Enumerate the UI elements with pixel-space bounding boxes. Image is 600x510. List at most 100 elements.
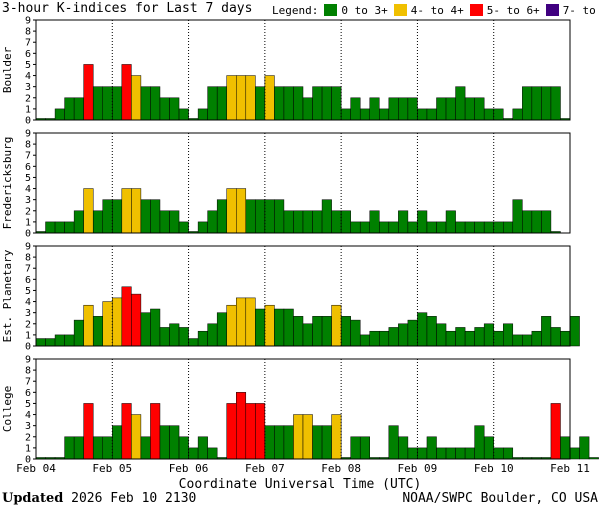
legend-swatch <box>545 4 559 16</box>
k-index-bar <box>474 327 485 347</box>
k-index-bar <box>398 323 409 347</box>
k-index-bar <box>398 436 409 460</box>
k-index-bar <box>359 334 370 347</box>
k-index-bar <box>197 108 208 121</box>
legend-swatch <box>393 4 407 16</box>
k-index-bar <box>140 86 151 121</box>
k-index-bar <box>321 425 332 460</box>
k-index-bar <box>350 221 361 234</box>
k-index-bar <box>216 199 227 234</box>
k-index-bar <box>245 199 256 234</box>
k-index-bar <box>197 330 208 347</box>
k-index-bar <box>331 304 342 347</box>
k-index-bar <box>255 403 266 460</box>
k-index-bar <box>236 188 247 234</box>
k-index-bar <box>73 436 84 460</box>
k-index-bar <box>64 334 75 347</box>
k-index-bar <box>112 425 123 460</box>
k-index-bar <box>245 403 256 460</box>
k-index-bar <box>512 108 523 121</box>
k-index-bar <box>274 199 285 234</box>
k-index-bar <box>436 221 447 234</box>
k-index-bar <box>150 403 161 460</box>
k-index-bar <box>388 327 399 347</box>
k-index-bar <box>64 436 75 460</box>
k-index-bar <box>131 414 142 460</box>
k-index-bar <box>531 86 542 121</box>
k-index-bar <box>283 425 294 460</box>
x-tick-label: Feb 08 <box>321 462 361 475</box>
k-index-bar <box>398 97 409 121</box>
station-label: Boulder <box>1 46 14 93</box>
k-index-bar <box>350 97 361 121</box>
k-index-bar <box>474 97 485 121</box>
k-index-bar <box>493 330 504 347</box>
k-index-bar <box>236 392 247 460</box>
y-tick-label: 1 <box>25 443 31 454</box>
k-index-bar <box>293 210 304 234</box>
legend-swatch <box>469 4 483 16</box>
x-tick-label: Feb 10 <box>474 462 514 475</box>
k-index-bar <box>102 436 113 460</box>
y-tick-label: 7 <box>25 38 31 49</box>
k-index-bar <box>455 447 466 460</box>
k-index-bar <box>483 323 494 347</box>
k-index-bar <box>541 316 552 347</box>
y-tick-label: 6 <box>25 49 31 60</box>
k-index-bar <box>436 447 447 460</box>
k-index-bar <box>83 188 94 234</box>
y-tick-label: 5 <box>25 173 31 184</box>
k-index-bar <box>398 210 409 234</box>
k-index-bar <box>293 86 304 121</box>
y-tick-label: 1 <box>25 330 31 341</box>
k-index-bar <box>274 308 285 347</box>
k-index-bar <box>493 221 504 234</box>
y-tick-label: 2 <box>25 93 31 104</box>
y-tick-label: 0 <box>25 229 31 240</box>
k-index-bar <box>331 414 342 460</box>
k-index-bar <box>350 319 361 347</box>
k-index-bar <box>83 304 94 347</box>
k-index-bar <box>445 97 456 121</box>
legend-item: 5- to 6+ <box>469 4 540 17</box>
k-index-bar <box>331 210 342 234</box>
y-tick-label: 0 <box>25 455 31 466</box>
x-axis-label: Coordinate Universal Time (UTC) <box>178 477 422 492</box>
k-index-bar <box>169 425 180 460</box>
k-index-bar <box>121 64 132 121</box>
station-label: College <box>1 386 14 432</box>
k-index-bar <box>236 75 247 121</box>
k-index-bar <box>255 199 266 234</box>
k-index-bar <box>140 436 151 460</box>
credit-text: NOAA/SWPC Boulder, CO USA <box>402 491 598 506</box>
panel-frame <box>35 132 571 234</box>
k-index-bar <box>178 221 189 234</box>
y-tick-label: 6 <box>25 275 31 286</box>
y-tick-label: 7 <box>25 377 31 388</box>
k-index-bar <box>407 447 418 460</box>
k-index-bar <box>350 436 361 460</box>
k-index-bar <box>369 330 380 347</box>
k-index-bar <box>369 97 380 121</box>
y-tick-label: 8 <box>25 253 31 264</box>
updated-timestamp: Updated 2026 Feb 10 2130 <box>2 491 196 506</box>
legend-swatch <box>324 4 338 16</box>
y-tick-label: 2 <box>25 319 31 330</box>
y-tick-label: 3 <box>25 421 31 432</box>
k-index-bar <box>493 108 504 121</box>
k-index-bar <box>359 436 370 460</box>
k-index-bar <box>522 210 533 234</box>
y-tick-label: 7 <box>25 151 31 162</box>
k-index-bar <box>226 188 237 234</box>
k-index-bar <box>159 327 170 347</box>
k-index-bar <box>121 403 132 460</box>
k-index-bar <box>178 108 189 121</box>
k-index-bar <box>474 221 485 234</box>
k-index-bar <box>64 221 75 234</box>
y-tick-label: 1 <box>25 104 31 115</box>
k-index-bar <box>121 188 132 234</box>
k-index-bar <box>131 188 142 234</box>
k-index-bar <box>531 210 542 234</box>
x-tick-label: Feb 06 <box>169 462 209 475</box>
k-index-bar <box>102 301 113 347</box>
